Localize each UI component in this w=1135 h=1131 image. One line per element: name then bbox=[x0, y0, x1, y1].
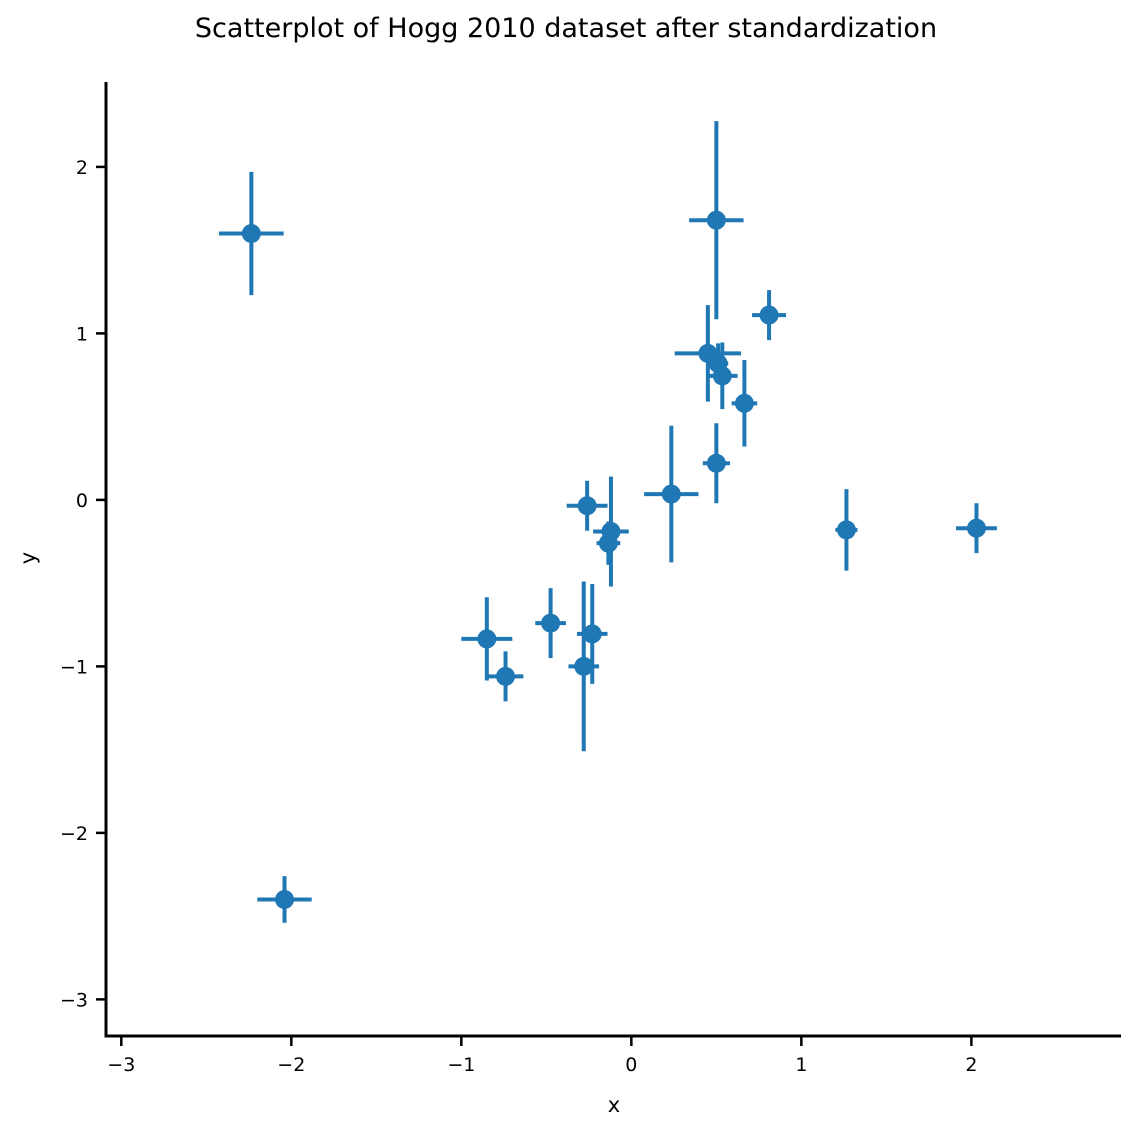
data-point-19 bbox=[568, 581, 600, 752]
data-point-11 bbox=[593, 476, 629, 587]
x-tick-label: 2 bbox=[965, 1054, 977, 1076]
data-point-4 bbox=[674, 305, 742, 402]
point-marker bbox=[706, 453, 726, 473]
data-point-10 bbox=[566, 480, 608, 531]
x-tick-label: −1 bbox=[447, 1054, 475, 1076]
data-point-3 bbox=[752, 290, 787, 341]
y-tick-label: −1 bbox=[60, 656, 88, 678]
point-marker bbox=[706, 210, 726, 230]
x-axis-label: x bbox=[608, 1093, 620, 1117]
point-marker bbox=[582, 624, 602, 644]
data-point-14 bbox=[956, 503, 997, 554]
point-marker bbox=[661, 484, 681, 504]
point-marker bbox=[734, 393, 754, 413]
point-marker bbox=[577, 496, 597, 516]
point-marker bbox=[275, 889, 295, 909]
data-point-12 bbox=[596, 521, 621, 565]
data-point-9 bbox=[644, 425, 699, 563]
data-point-2 bbox=[689, 121, 744, 320]
point-marker bbox=[241, 224, 261, 244]
x-tick-label: −2 bbox=[277, 1054, 305, 1076]
point-marker bbox=[836, 520, 856, 540]
chart-title: Scatterplot of Hogg 2010 dataset after s… bbox=[195, 13, 937, 44]
y-tick-label: 1 bbox=[76, 323, 88, 345]
y-tick-label: 2 bbox=[76, 157, 88, 179]
data-point-8 bbox=[702, 423, 730, 504]
data-point-13 bbox=[835, 489, 858, 571]
y-tick-label: −2 bbox=[60, 823, 88, 845]
data-point-6 bbox=[707, 342, 738, 410]
point-marker bbox=[598, 533, 618, 553]
point-marker bbox=[477, 629, 497, 649]
data-point-17 bbox=[535, 588, 566, 659]
point-marker bbox=[496, 666, 516, 686]
y-tick-label: 0 bbox=[76, 490, 88, 512]
point-marker bbox=[712, 366, 732, 386]
point-marker bbox=[759, 305, 779, 325]
y-axis-label: y bbox=[16, 552, 40, 564]
point-marker bbox=[541, 613, 561, 633]
x-tick-label: 1 bbox=[795, 1054, 807, 1076]
plot-area bbox=[219, 121, 997, 923]
point-marker bbox=[966, 518, 986, 538]
x-tick-label: −3 bbox=[107, 1054, 135, 1076]
data-point-7 bbox=[731, 360, 758, 447]
data-point-16 bbox=[487, 651, 524, 702]
point-marker bbox=[574, 656, 594, 676]
y-tick-label: −3 bbox=[60, 989, 88, 1011]
data-point-1 bbox=[257, 876, 312, 923]
data-point-15 bbox=[461, 597, 513, 681]
axes: −3 −2 −1 0 1 2 −3 −2 −1 0 1 2 bbox=[60, 82, 1121, 1076]
x-tick-label: 0 bbox=[625, 1054, 637, 1076]
data-point-0 bbox=[219, 171, 284, 296]
